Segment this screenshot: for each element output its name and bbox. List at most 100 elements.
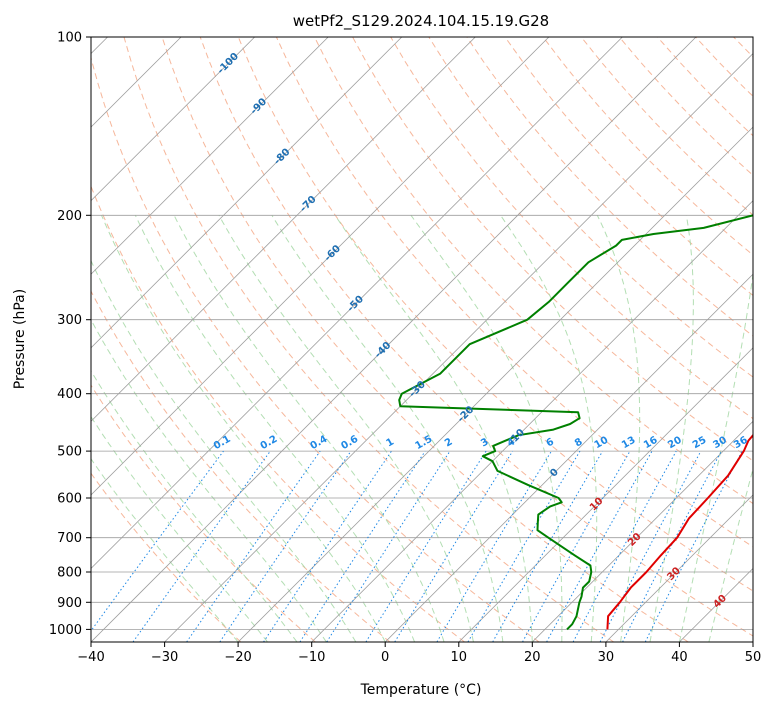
x-tick-label: 0 bbox=[381, 650, 389, 665]
axis-ticks: −40 −30 −20 −10 0 10 20 30 40 5010020030040050060… bbox=[49, 31, 761, 666]
moist-adiabat-line bbox=[91, 318, 327, 642]
x-tick-label: 40 bbox=[671, 650, 688, 665]
y-tick-label: 500 bbox=[57, 445, 82, 460]
dry-adiabat-line bbox=[428, 37, 753, 378]
dewpoint-profile-line bbox=[398, 214, 753, 631]
mixing-ratio-label: 36 bbox=[732, 435, 750, 452]
dry-adiabat-line bbox=[91, 384, 316, 642]
isotherm-line bbox=[91, 37, 403, 349]
isotherm-line bbox=[237, 126, 753, 642]
dry-adiabat-line bbox=[542, 37, 753, 256]
mixing-ratio-label: 20 bbox=[666, 435, 684, 452]
dry-adiabat-line bbox=[657, 37, 753, 137]
dry-adiabat-line bbox=[504, 37, 753, 296]
isotherm-line bbox=[91, 37, 550, 496]
moist-adiabat-line bbox=[334, 215, 533, 642]
isotherm-line bbox=[679, 567, 753, 642]
dry-adiabat-line bbox=[237, 37, 753, 592]
mixing-ratio-line bbox=[522, 450, 631, 642]
x-axis-label: Temperature (°C) bbox=[360, 682, 482, 698]
x-tick-label: −10 bbox=[298, 650, 325, 665]
isotherm-line bbox=[91, 37, 476, 422]
mixing-ratio-line bbox=[599, 450, 702, 642]
mixing-ratio-line bbox=[91, 450, 224, 632]
isotherm-line bbox=[311, 200, 753, 642]
mixing-ratio-line bbox=[263, 450, 392, 642]
isotherm-line bbox=[91, 37, 255, 202]
moist-adiabat-line bbox=[218, 215, 474, 642]
temperature-profile-line bbox=[606, 433, 753, 630]
mixing-ratio-label: 6 bbox=[544, 436, 556, 449]
mixing-ratio-line bbox=[644, 450, 743, 642]
isotherm-line bbox=[605, 494, 753, 642]
dry-adiabat-line bbox=[91, 55, 540, 642]
isotherm-line bbox=[91, 37, 623, 569]
y-tick-label: 200 bbox=[57, 209, 82, 224]
x-tick-label: −40 bbox=[77, 650, 104, 665]
moist-adiabat-line bbox=[596, 215, 641, 642]
background-lines bbox=[91, 37, 753, 642]
mixing-ratio-label: 0.4 bbox=[309, 434, 330, 452]
mixing-ratio-label: 4 bbox=[506, 436, 518, 449]
moist-adiabat-line bbox=[410, 215, 563, 642]
dry-adiabat-line bbox=[91, 290, 391, 642]
isotherm-line bbox=[752, 641, 753, 642]
y-tick-label: 800 bbox=[57, 566, 82, 581]
mixing-ratio-line bbox=[186, 450, 321, 642]
moist-adiabat-line bbox=[708, 467, 753, 642]
dry-adiabat-line bbox=[390, 37, 753, 420]
profile-lines bbox=[398, 214, 753, 631]
y-tick-label: 300 bbox=[57, 313, 82, 328]
dry-adiabat-line bbox=[161, 37, 689, 642]
dry-adiabat-line bbox=[91, 185, 465, 642]
y-tick-label: 600 bbox=[57, 492, 82, 507]
moist-adiabat-line bbox=[134, 215, 416, 642]
x-tick-label: 10 bbox=[451, 650, 468, 665]
moist-adiabat-line bbox=[91, 457, 239, 642]
mixing-ratio-label: 30 bbox=[711, 435, 729, 452]
mixing-ratio-line bbox=[394, 450, 514, 642]
mixing-ratio-label: 13 bbox=[620, 435, 638, 452]
mixing-ratio-line bbox=[365, 450, 487, 642]
y-tick-label: 100 bbox=[57, 31, 82, 46]
moist-adiabat-line bbox=[173, 215, 445, 642]
dry-adiabat-line bbox=[352, 37, 753, 462]
isotherm-line bbox=[384, 273, 753, 642]
mixing-ratio-label: 10 bbox=[593, 435, 611, 452]
y-axis-label: Pressure (hPa) bbox=[12, 289, 28, 389]
x-tick-label: 20 bbox=[524, 650, 541, 665]
mixing-ratio-label: 1 bbox=[384, 436, 396, 449]
x-tick-label: 50 bbox=[745, 650, 762, 665]
moist-adiabat-line bbox=[500, 215, 598, 642]
mixing-ratio-label: 3 bbox=[479, 436, 491, 449]
dry-adiabat-line bbox=[466, 37, 753, 337]
dry-adiabat-line bbox=[733, 37, 753, 58]
dry-adiabat-line bbox=[91, 472, 242, 642]
mixing-ratio-label: 2 bbox=[443, 436, 455, 449]
moist-adiabat-line bbox=[678, 270, 753, 642]
dry-adiabat-line bbox=[580, 37, 753, 216]
mixing-ratio-line bbox=[132, 450, 271, 642]
moist-adiabat-line bbox=[271, 215, 504, 642]
isotherm-line bbox=[91, 37, 697, 642]
dry-adiabat-line bbox=[123, 37, 614, 642]
moist-adiabat-line bbox=[91, 369, 298, 642]
line-labels: 0.1 0.2 0.4 0.6 1 1.5 2 3 4 6 8 10 13 16 20 25 30 36-100-… bbox=[212, 51, 750, 611]
y-tick-label: 700 bbox=[57, 531, 82, 546]
mixing-ratio-label: 16 bbox=[642, 435, 660, 452]
chart-title: wetPf2_S129.2024.104.15.19.G28 bbox=[293, 12, 549, 31]
dry-adiabat-line bbox=[314, 37, 753, 505]
isotherm-line bbox=[91, 37, 329, 275]
isotherm-line bbox=[458, 347, 753, 642]
y-tick-label: 400 bbox=[57, 387, 82, 402]
isotherm-line bbox=[164, 53, 753, 642]
x-tick-label: −30 bbox=[151, 650, 178, 665]
plot-frame bbox=[90, 36, 754, 643]
dry-adiabat-line bbox=[275, 37, 753, 548]
mixing-ratio-line bbox=[326, 450, 451, 642]
mixing-ratio-line bbox=[572, 450, 677, 642]
mixing-ratio-label: 8 bbox=[573, 436, 585, 449]
mixing-ratio-label: 25 bbox=[691, 435, 709, 452]
isotherm-line bbox=[532, 420, 753, 642]
